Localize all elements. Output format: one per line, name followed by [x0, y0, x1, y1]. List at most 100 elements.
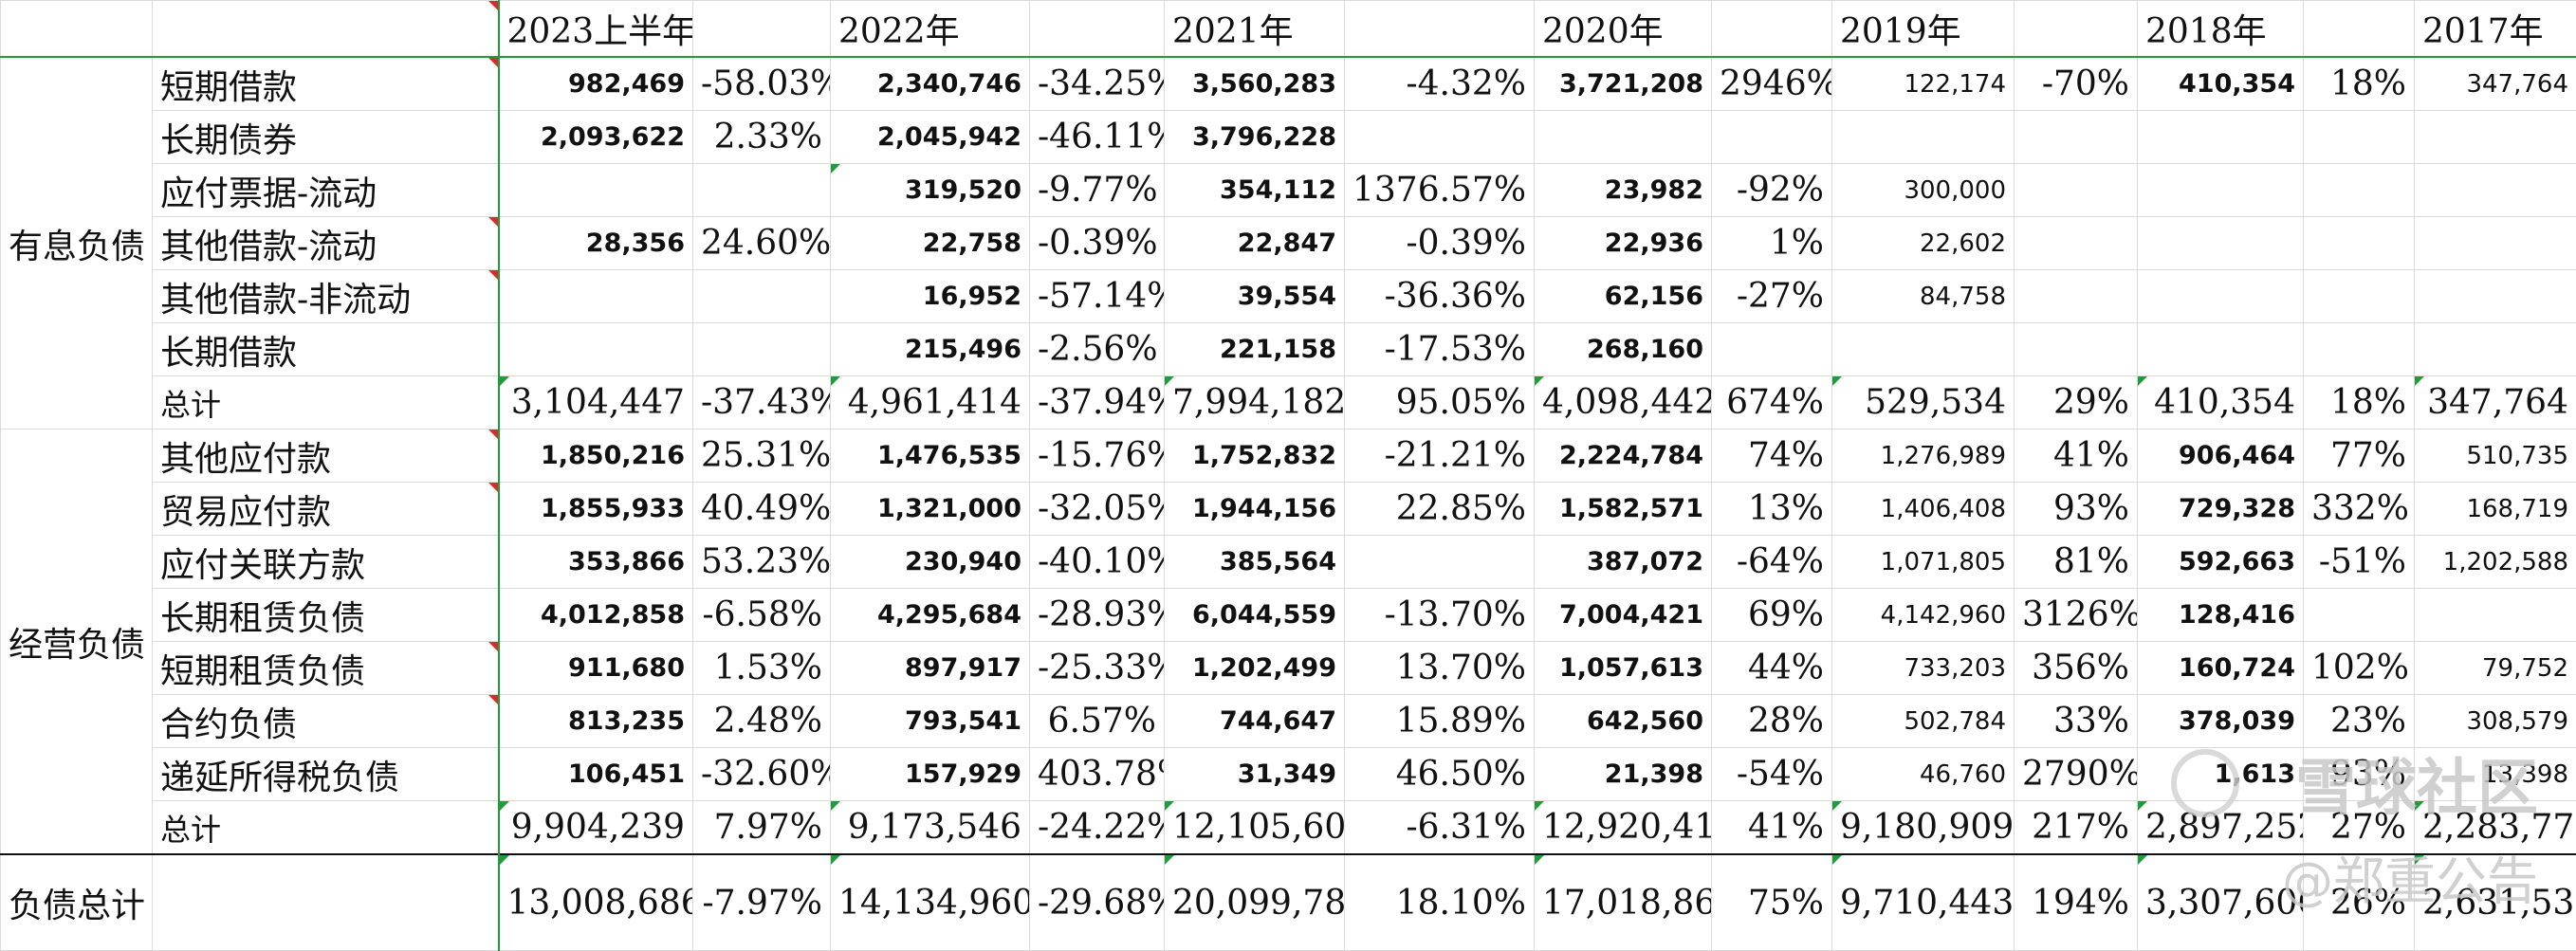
- change-cell[interactable]: 2.33%: [693, 111, 831, 164]
- value-cell[interactable]: 4,142,960: [1832, 589, 2015, 642]
- column-header[interactable]: 2023上半年: [499, 1, 693, 58]
- change-cell[interactable]: 18.10%: [1345, 854, 1535, 951]
- change-cell[interactable]: [2015, 270, 2138, 323]
- row-label[interactable]: 其他借款-非流动: [153, 270, 499, 323]
- value-cell[interactable]: 733,203: [1832, 642, 2015, 695]
- value-cell[interactable]: 1,752,832: [1165, 430, 1345, 483]
- change-cell[interactable]: 69%: [1712, 589, 1832, 642]
- value-cell[interactable]: 982,469: [499, 57, 693, 111]
- value-cell[interactable]: 168,719: [2415, 483, 2576, 536]
- value-cell[interactable]: 1,944,156: [1165, 483, 1345, 536]
- value-cell[interactable]: [2138, 323, 2304, 376]
- row-label[interactable]: 短期租赁负债: [153, 642, 499, 695]
- change-cell[interactable]: [1345, 111, 1535, 164]
- change-cell[interactable]: 95.05%: [1345, 376, 1535, 430]
- value-cell[interactable]: 592,663: [2138, 536, 2304, 589]
- value-cell[interactable]: 510,735: [2415, 430, 2576, 483]
- value-cell[interactable]: 911,680: [499, 642, 693, 695]
- change-cell[interactable]: -13.70%: [1345, 589, 1535, 642]
- value-cell[interactable]: 4,012,858: [499, 589, 693, 642]
- change-cell[interactable]: -0.39%: [1345, 217, 1535, 270]
- change-cell[interactable]: -40.10%: [1030, 536, 1165, 589]
- value-cell[interactable]: 9,180,909: [1832, 801, 2015, 855]
- change-cell[interactable]: 2946%: [1712, 57, 1832, 111]
- value-cell[interactable]: 897,917: [831, 642, 1030, 695]
- change-cell[interactable]: -29.68%: [1030, 854, 1165, 951]
- change-cell[interactable]: 29%: [2015, 376, 2138, 430]
- change-cell[interactable]: [2015, 111, 2138, 164]
- column-header[interactable]: [2304, 1, 2415, 58]
- value-cell[interactable]: 22,758: [831, 217, 1030, 270]
- column-header[interactable]: [1712, 1, 1832, 58]
- change-cell[interactable]: -70%: [2015, 57, 2138, 111]
- value-cell[interactable]: 1,855,933: [499, 483, 693, 536]
- column-header[interactable]: [2015, 1, 2138, 58]
- value-cell[interactable]: 160,724: [2138, 642, 2304, 695]
- change-cell[interactable]: 40.49%: [693, 483, 831, 536]
- change-cell[interactable]: -28.93%: [1030, 589, 1165, 642]
- value-cell[interactable]: 347,764: [2415, 376, 2576, 430]
- change-cell[interactable]: 75%: [1712, 854, 1832, 951]
- change-cell[interactable]: 1376.57%: [1345, 164, 1535, 217]
- value-cell[interactable]: 4,098,442: [1535, 376, 1712, 430]
- value-cell[interactable]: 221,158: [1165, 323, 1345, 376]
- change-cell[interactable]: 13%: [1712, 483, 1832, 536]
- column-header[interactable]: 2018年: [2138, 1, 2304, 58]
- change-cell[interactable]: -64%: [1712, 536, 1832, 589]
- value-cell[interactable]: 215,496: [831, 323, 1030, 376]
- change-cell[interactable]: -92%: [1712, 164, 1832, 217]
- value-cell[interactable]: 410,354: [2138, 376, 2304, 430]
- value-cell[interactable]: 4,961,414: [831, 376, 1030, 430]
- value-cell[interactable]: 1,276,989: [1832, 430, 2015, 483]
- change-cell[interactable]: -46.11%: [1030, 111, 1165, 164]
- value-cell[interactable]: 14,134,960: [831, 854, 1030, 951]
- value-cell[interactable]: 12,105,606: [1165, 801, 1345, 855]
- change-cell[interactable]: 93%: [2304, 748, 2415, 801]
- value-cell[interactable]: [499, 323, 693, 376]
- change-cell[interactable]: 194%: [2015, 854, 2138, 951]
- change-cell[interactable]: 403.78%: [1030, 748, 1165, 801]
- change-cell[interactable]: -57.14%: [1030, 270, 1165, 323]
- change-cell[interactable]: -7.97%: [693, 854, 831, 951]
- value-cell[interactable]: 106,451: [499, 748, 693, 801]
- value-cell[interactable]: 3,721,208: [1535, 57, 1712, 111]
- value-cell[interactable]: 300,000: [1832, 164, 2015, 217]
- value-cell[interactable]: 22,936: [1535, 217, 1712, 270]
- change-cell[interactable]: -51%: [2304, 536, 2415, 589]
- value-cell[interactable]: 39,554: [1165, 270, 1345, 323]
- value-cell[interactable]: 385,564: [1165, 536, 1345, 589]
- value-cell[interactable]: 353,866: [499, 536, 693, 589]
- value-cell[interactable]: [2415, 111, 2576, 164]
- change-cell[interactable]: -32.05%: [1030, 483, 1165, 536]
- value-cell[interactable]: 1,406,408: [1832, 483, 2015, 536]
- column-header[interactable]: [693, 1, 831, 58]
- value-cell[interactable]: 46,760: [1832, 748, 2015, 801]
- value-cell[interactable]: 3,104,447: [499, 376, 693, 430]
- change-cell[interactable]: [2015, 217, 2138, 270]
- change-cell[interactable]: -32.60%: [693, 748, 831, 801]
- row-label[interactable]: 应付票据-流动: [153, 164, 499, 217]
- change-cell[interactable]: 28%: [1712, 695, 1832, 748]
- row-label[interactable]: 递延所得税负债: [153, 748, 499, 801]
- change-cell[interactable]: -27%: [1712, 270, 1832, 323]
- change-cell[interactable]: -25.33%: [1030, 642, 1165, 695]
- value-cell[interactable]: [1535, 111, 1712, 164]
- change-cell[interactable]: 41%: [2015, 430, 2138, 483]
- value-cell[interactable]: 79,752: [2415, 642, 2576, 695]
- change-cell[interactable]: [693, 270, 831, 323]
- value-cell[interactable]: [1832, 111, 2015, 164]
- value-cell[interactable]: 21,398: [1535, 748, 1712, 801]
- value-cell[interactable]: 2,093,622: [499, 111, 693, 164]
- value-cell[interactable]: 6,044,559: [1165, 589, 1345, 642]
- value-cell[interactable]: 1,202,588: [2415, 536, 2576, 589]
- row-label[interactable]: 合约负债: [153, 695, 499, 748]
- row-label[interactable]: 长期债券: [153, 111, 499, 164]
- change-cell[interactable]: 41%: [1712, 801, 1832, 855]
- value-cell[interactable]: [499, 164, 693, 217]
- value-cell[interactable]: 31,349: [1165, 748, 1345, 801]
- change-cell[interactable]: [693, 164, 831, 217]
- value-cell[interactable]: 9,904,239: [499, 801, 693, 855]
- row-label[interactable]: 短期借款: [153, 57, 499, 111]
- change-cell[interactable]: 46.50%: [1345, 748, 1535, 801]
- value-cell[interactable]: [1832, 323, 2015, 376]
